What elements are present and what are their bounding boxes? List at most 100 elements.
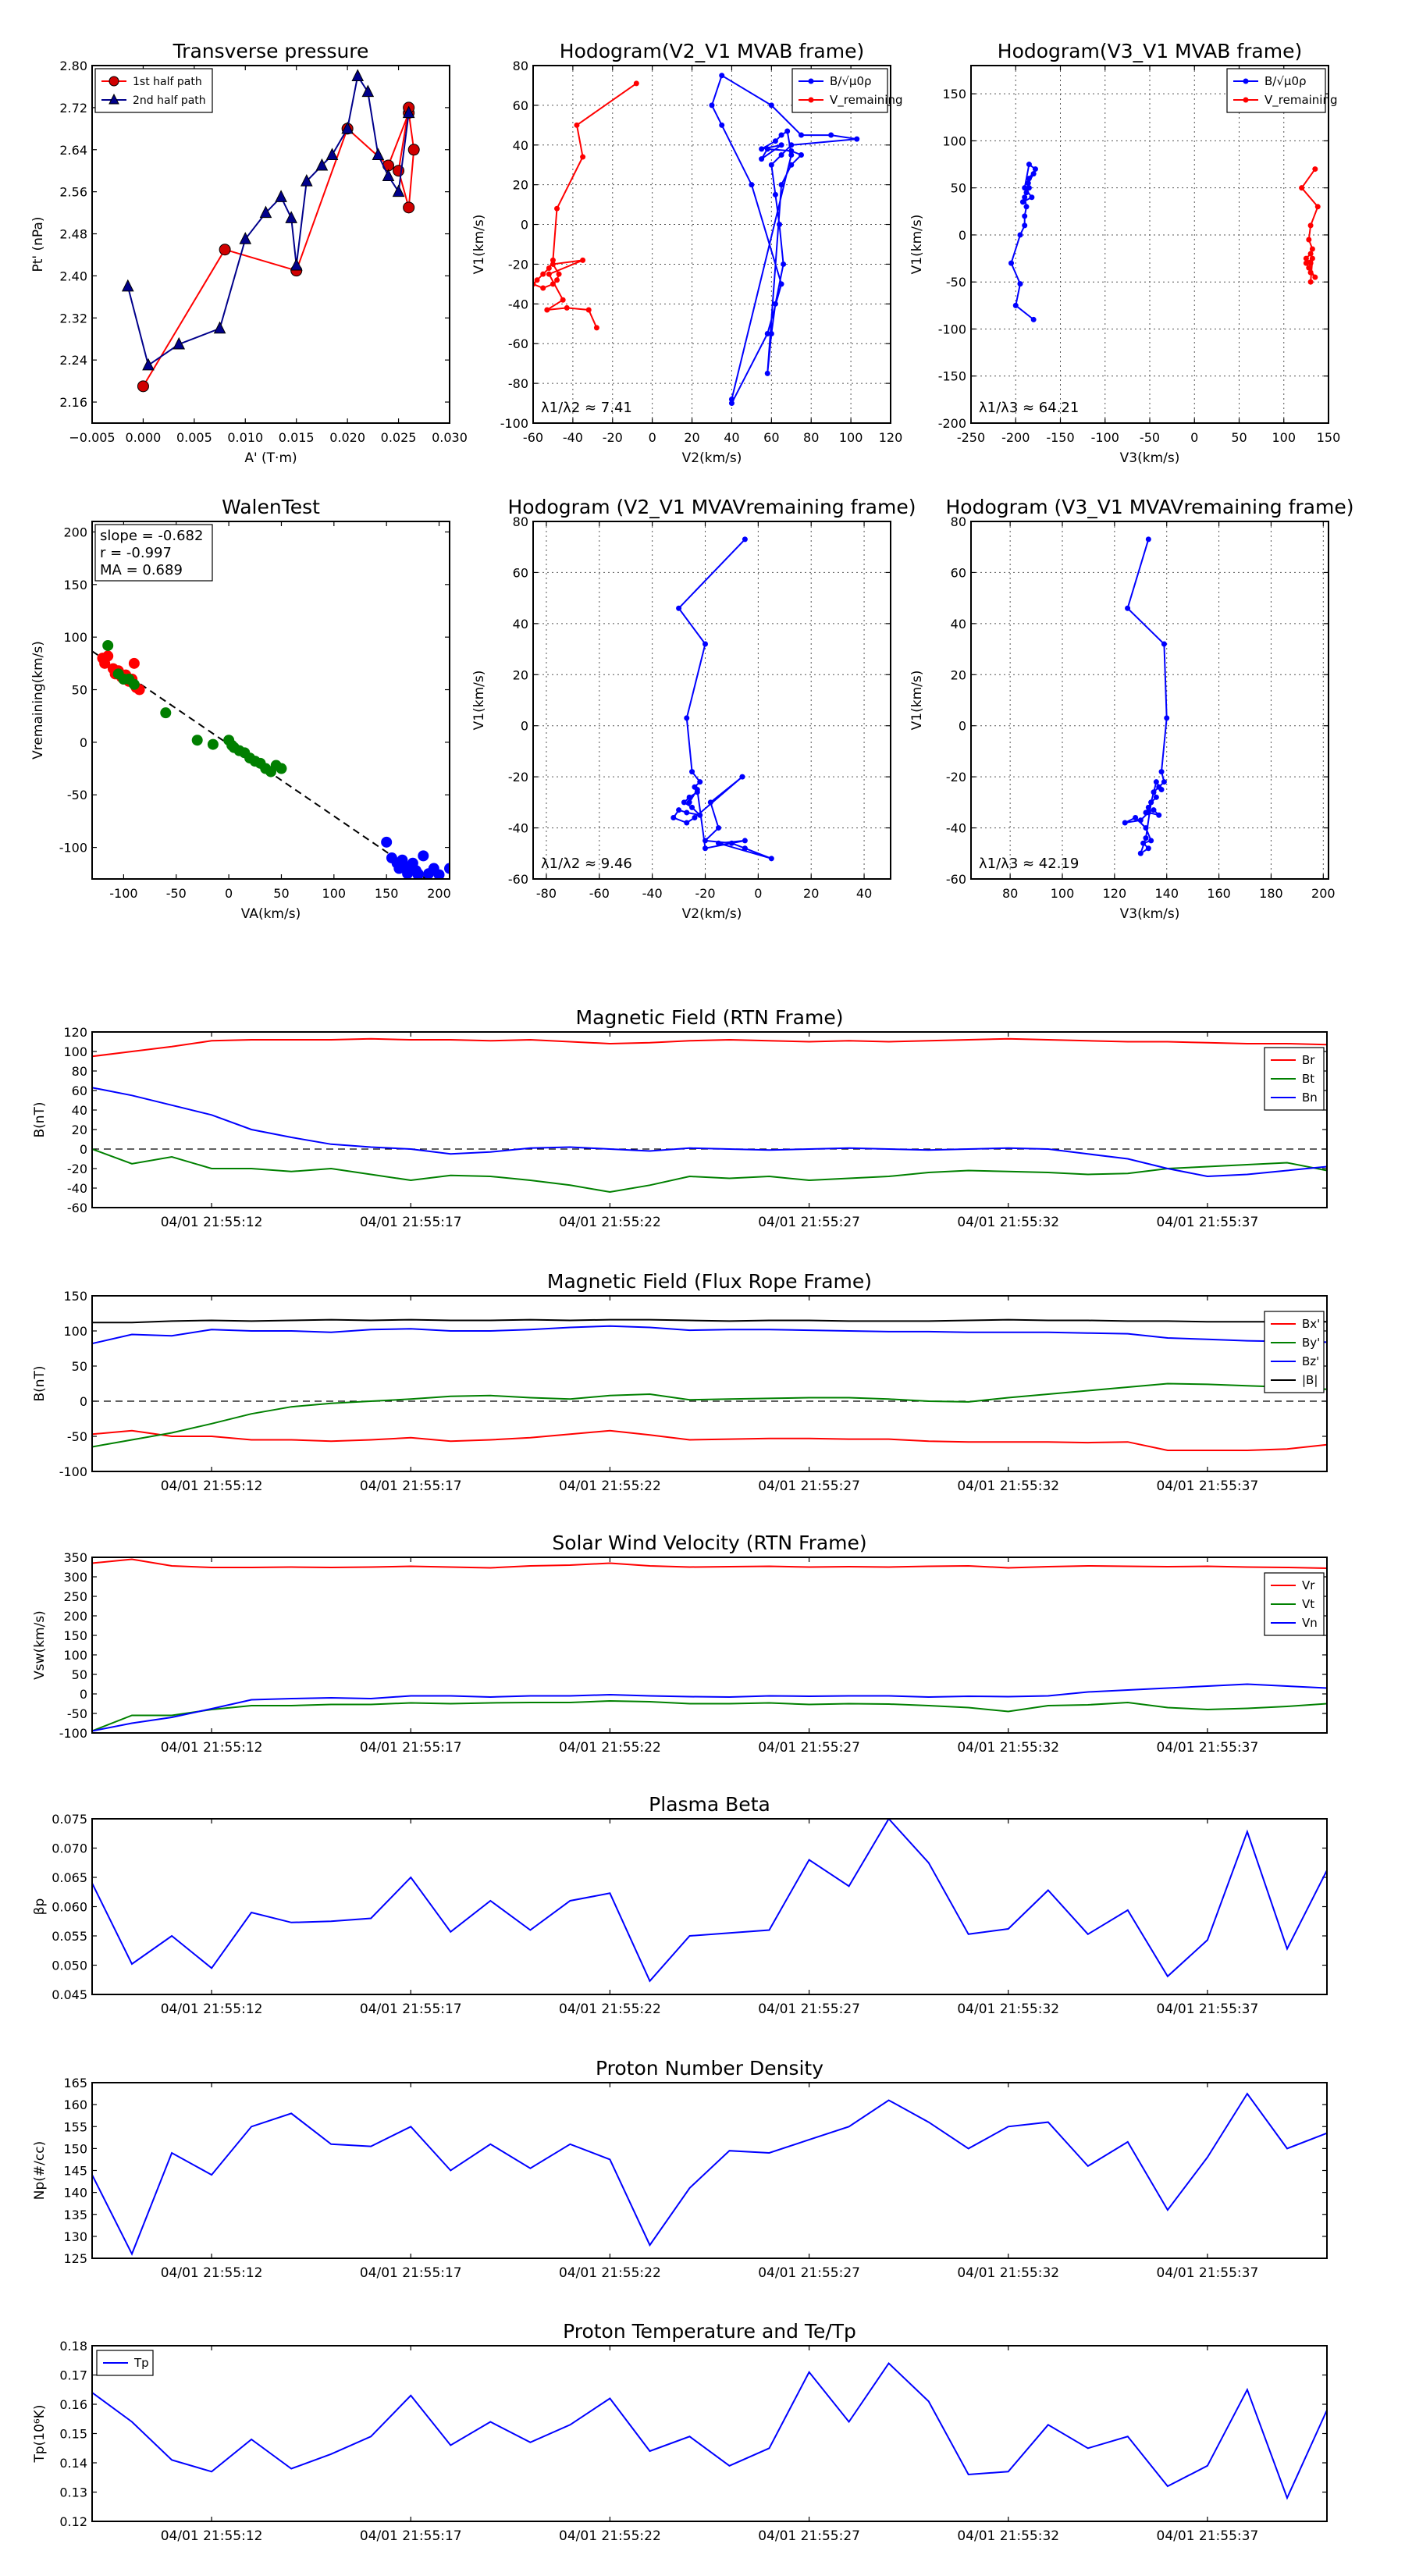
x-tick-label: 0.020 <box>329 430 365 445</box>
x-tick-label: 04/01 21:55:22 <box>559 1215 661 1230</box>
data-point <box>207 738 219 750</box>
y-axis-label: V1(km/s) <box>471 215 487 275</box>
y-tick-label: -50 <box>67 1706 87 1721</box>
chart-title: Hodogram(V2_V1 MVAB frame) <box>560 40 864 62</box>
data-point <box>382 169 395 181</box>
y-tick-label: -80 <box>508 376 528 391</box>
x-tick-label: 50 <box>273 886 289 901</box>
data-point <box>686 794 692 800</box>
plot-area <box>92 2361 1327 2500</box>
data-point <box>1307 251 1314 257</box>
chart-title: Plasma Beta <box>649 1793 770 1816</box>
plot-area <box>92 2092 1327 2256</box>
y-tick-label: 20 <box>951 667 966 682</box>
plot-area <box>121 69 420 393</box>
data-point <box>697 812 703 818</box>
x-tick-label: 04/01 21:55:12 <box>161 1215 263 1230</box>
y-tick-label: 0 <box>521 218 528 233</box>
x-tick-label: -20 <box>695 886 715 901</box>
y-tick-label: 100 <box>63 1324 87 1339</box>
chart-title: Hodogram (V3_V1 MVAVremaining frame) <box>946 496 1354 518</box>
series-by- <box>92 1382 1327 1448</box>
y-tick-label: 2.40 <box>59 269 87 283</box>
data-point <box>173 336 186 350</box>
x-tick-label: 04/01 21:55:17 <box>360 2001 462 2017</box>
y-tick-label: 20 <box>513 667 528 682</box>
plot-frame <box>532 65 891 424</box>
legend-label: |B| <box>1302 1373 1318 1387</box>
y-tick-label: -50 <box>67 1429 87 1444</box>
data-point <box>788 148 795 154</box>
data-point <box>1023 204 1030 210</box>
data-point <box>137 380 149 393</box>
series-line <box>92 1429 1327 1451</box>
y-tick-label: 80 <box>72 1064 87 1079</box>
data-point <box>777 222 783 228</box>
x-tick-label: -40 <box>642 886 663 901</box>
data-point <box>759 146 765 152</box>
x-tick-label: 100 <box>1272 430 1296 445</box>
x-tick-label: 04/01 21:55:32 <box>957 1478 1059 1494</box>
data-point <box>764 370 770 376</box>
plot-area <box>92 1037 1327 1194</box>
data-point <box>1151 807 1157 813</box>
chart-ts_v: Solar Wind Velocity (RTN Frame) -100 -50 0 5… <box>32 1532 1328 1756</box>
y-tick-label: 125 <box>63 2251 87 2266</box>
data-point <box>1032 166 1038 173</box>
series-line <box>92 1148 1327 1194</box>
y-tick-label: 0.060 <box>52 1900 87 1915</box>
y-tick-label: 0.14 <box>59 2456 87 2471</box>
data-point <box>534 277 540 283</box>
y-axis-label: V1(km/s) <box>909 671 925 731</box>
data-point <box>1030 316 1037 322</box>
data-point <box>1306 265 1312 271</box>
x-tick-label: -100 <box>109 886 137 901</box>
data-point <box>1030 171 1037 177</box>
data-point <box>1161 779 1167 785</box>
data-point <box>1309 246 1315 252</box>
data-point <box>580 257 586 263</box>
data-point <box>778 152 784 158</box>
data-point <box>694 787 700 792</box>
y-tick-label: 200 <box>63 1609 87 1624</box>
data-point <box>772 301 778 307</box>
x-tick-label: 04/01 21:55:12 <box>161 2528 263 2544</box>
x-tick-label: 20 <box>803 886 819 901</box>
x-tick-label: 0.010 <box>227 430 263 445</box>
data-point <box>226 739 238 751</box>
series-bt <box>92 1148 1327 1194</box>
data-point <box>676 605 682 611</box>
plot-frame <box>91 2082 1328 2259</box>
x-tick-label: 40 <box>856 886 872 901</box>
y-tick-label: 150 <box>63 578 87 592</box>
y-tick-label: 165 <box>63 2076 87 2090</box>
chart-title: WalenTest <box>222 496 320 518</box>
y-tick-label: 0 <box>80 1142 87 1157</box>
plot-frame <box>91 1818 1328 1995</box>
x-tick-label: -60 <box>589 886 610 901</box>
y-tick-label: 20 <box>513 178 528 193</box>
data-point <box>1306 237 1312 243</box>
data-point <box>799 152 804 158</box>
data-point <box>381 836 393 848</box>
y-tick-label: -20 <box>508 257 528 272</box>
x-tick-label: −0.005 <box>69 430 115 445</box>
chart-title: Transverse pressure <box>173 40 369 62</box>
series-bn <box>92 1087 1327 1178</box>
data-point <box>402 105 415 119</box>
y-tick-label: 0 <box>959 228 966 243</box>
legend: Tp <box>96 2350 154 2376</box>
series-line <box>92 1819 1327 1983</box>
y-tick-label: 40 <box>513 138 528 153</box>
data-point <box>1137 817 1144 824</box>
data-point <box>1309 255 1315 262</box>
data-point <box>1017 281 1023 287</box>
y-tick-label: 0.13 <box>59 2485 87 2500</box>
y-tick-label: 100 <box>942 133 966 148</box>
y-axis-label: V1(km/s) <box>471 671 487 731</box>
data-point <box>742 536 748 543</box>
data-point <box>433 869 445 879</box>
y-axis-label: Pt' (nPa) <box>30 217 46 272</box>
series-line <box>92 1558 1327 1569</box>
series-line <box>142 107 415 387</box>
